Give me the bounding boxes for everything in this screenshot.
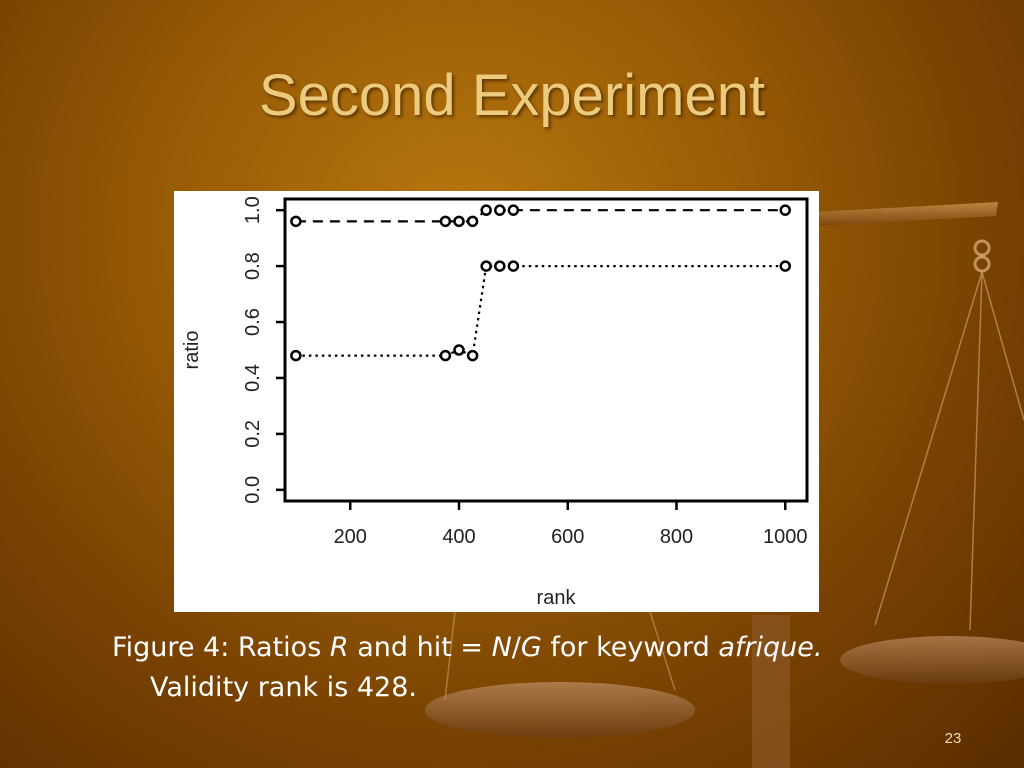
slide-title: Second Experiment	[258, 63, 766, 128]
caption-n-symbol: N	[491, 632, 512, 663]
series-2-point	[779, 260, 791, 272]
caption-text-2: and hit =	[348, 632, 492, 663]
y-tick-label: 0.0	[242, 476, 264, 504]
series-1-point	[507, 204, 520, 216]
series-1-point	[439, 215, 452, 228]
y-tick-label: 1.0	[242, 196, 264, 224]
caption-keyword: afrique.	[718, 632, 823, 663]
x-tick-label: 1000	[763, 526, 808, 548]
caption-validity-line: Validity rank is 428.	[150, 672, 417, 703]
caption-text-1: Figure 4: Ratios	[112, 632, 330, 663]
series-1-line	[295, 209, 786, 223]
x-axis-label: rank	[537, 587, 577, 609]
page-number: 23	[944, 730, 962, 747]
series-1-point	[779, 204, 791, 216]
series-2-line	[295, 265, 786, 358]
x-tick-label: 800	[660, 526, 693, 548]
y-tick-label: 0.8	[242, 252, 264, 280]
y-tick-label: 0.4	[242, 364, 264, 392]
series-2-point	[507, 260, 520, 272]
series-1-point	[453, 215, 465, 228]
series-1-point	[494, 204, 506, 216]
caption-text-3: for keyword	[541, 632, 719, 663]
caption-g-symbol: G	[520, 632, 542, 663]
y-tick-label: 0.2	[242, 420, 264, 448]
plot-frame	[283, 197, 809, 503]
series-1-point	[290, 215, 302, 228]
series-2-point	[439, 349, 452, 362]
series-1-point	[466, 215, 479, 228]
series-2-point	[480, 260, 492, 272]
series-2-point	[494, 260, 506, 272]
figure-caption: Figure 4: Ratios R and hit = N/G for key…	[112, 628, 952, 708]
y-tick-label: 0.6	[242, 308, 264, 336]
x-tick-label: 200	[334, 526, 367, 548]
series-2-point	[290, 349, 302, 362]
ratio-rank-chart: 200 400 600 800 1000 0.0 0.2 0.4 0.6 0.8 1.0 rank ra…	[181, 196, 809, 609]
series-2-point	[466, 349, 479, 362]
series-2-point	[453, 344, 465, 356]
y-axis-label: ratio	[181, 331, 203, 370]
chart-panel: 200 400 600 800 1000 0.0 0.2 0.4 0.6 0.8 1.0 rank ra…	[174, 191, 819, 612]
series-1-point	[480, 204, 492, 216]
x-tick-label: 600	[551, 526, 584, 548]
caption-ratio-symbol: R	[329, 632, 349, 663]
x-tick-label: 400	[442, 526, 475, 548]
caption-slash: /	[511, 632, 521, 663]
